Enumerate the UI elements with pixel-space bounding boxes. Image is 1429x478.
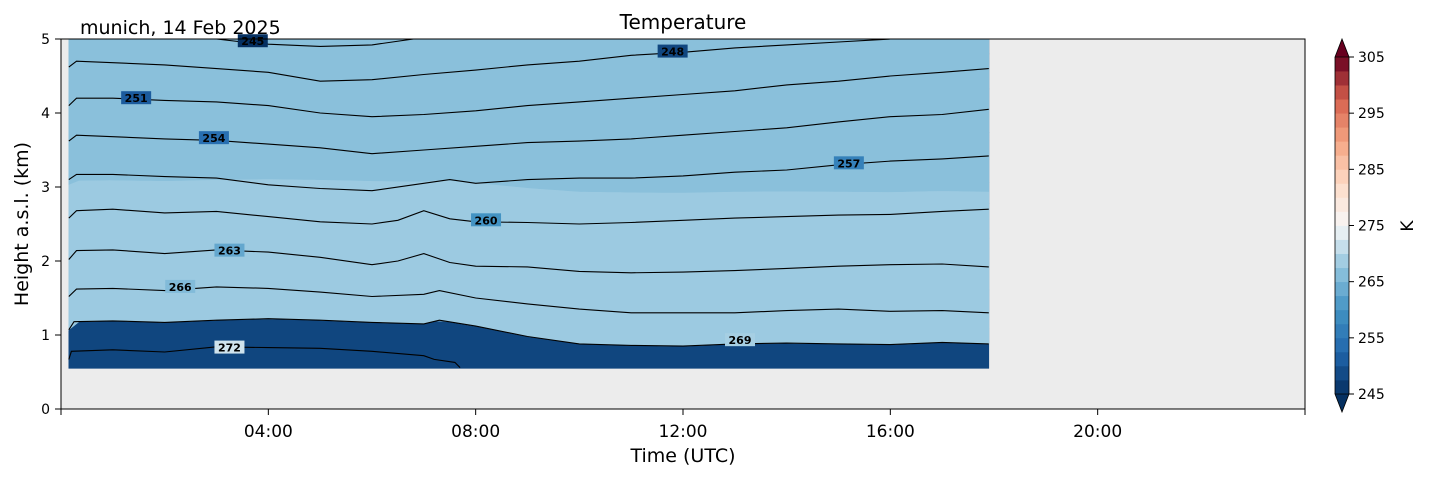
colorbar: 305 295 285 275 265 255 245 (1334, 37, 1385, 414)
colorbar-segment (1335, 365, 1349, 381)
contour-label-bg (237, 34, 268, 48)
y-tick-label: 0 (41, 402, 50, 418)
colorbar-segment (1335, 281, 1349, 297)
colorbar-tick-label: 245 (1358, 387, 1385, 403)
contour-label: 272 (218, 342, 241, 355)
contour-label: 254 (202, 132, 225, 145)
contour-line-254 (68, 108, 989, 155)
colorbar-tick-label: 265 (1358, 275, 1385, 291)
colorbar-segment (1335, 211, 1349, 226)
y-tick-label: 5 (41, 32, 50, 48)
contour-line-269 (68, 318, 989, 347)
contour-label-bg (165, 279, 196, 293)
colorbar-extend-max (1334, 37, 1350, 58)
contour-label: 257 (837, 157, 860, 170)
x-tick-label: 20:00 (1073, 422, 1122, 442)
colorbar-segment (1335, 295, 1349, 311)
contour-label-bg (214, 340, 245, 354)
contour-label: 266 (169, 281, 192, 294)
y-axis-label: Height a.s.l. (km) (11, 142, 33, 306)
colorbar-extend-min (1334, 393, 1350, 414)
colorbar-segment (1335, 113, 1349, 128)
colorbar-segment (1335, 253, 1349, 269)
x-axis: 04:00 08:00 12:00 16:00 20:00 (60, 409, 1306, 442)
y-axis: 0 1 2 3 4 5 (41, 32, 61, 418)
colorbar-segment (1335, 71, 1349, 86)
x-tick-label: 08:00 (451, 422, 500, 442)
contour-label: 251 (125, 92, 148, 105)
y-tick-label: 2 (41, 254, 50, 270)
contour-line-257 (68, 155, 989, 192)
contour-label: 263 (218, 245, 241, 258)
contour-line-251 (68, 68, 989, 118)
x-tick-label: 16:00 (866, 422, 915, 442)
colorbar-tick-label: 295 (1358, 106, 1385, 122)
contour-label-bg (471, 213, 502, 227)
colorbar-segment (1335, 85, 1349, 100)
y-tick-label: 3 (41, 180, 50, 196)
contour-label-bg (657, 44, 688, 58)
colorbar-segment (1335, 379, 1349, 395)
contour-line-248 (68, 39, 891, 82)
x-axis-label: Time (UTC) (629, 445, 735, 467)
chart-subtitle: munich, 14 Feb 2025 (80, 17, 281, 39)
colorbar-segment (1335, 197, 1349, 212)
contour-line-272 (68, 346, 461, 368)
chart-title: Temperature (619, 10, 747, 34)
colorbar-segment (1335, 309, 1349, 325)
colorbar-label: K (1398, 220, 1418, 232)
contour-label: 245 (241, 35, 264, 48)
contour-label-bg (121, 91, 152, 105)
colorbar-segment (1335, 169, 1349, 184)
x-tick-label: 12:00 (659, 422, 708, 442)
colorbar-segment (1335, 267, 1349, 283)
colorbar-segment (1335, 239, 1349, 254)
colorbar-segment (1335, 323, 1349, 339)
colorbar-tick-label: 255 (1358, 331, 1385, 347)
colorbar-tick-label: 285 (1358, 162, 1385, 178)
colorbar-segment (1335, 351, 1349, 367)
contour-line-263 (68, 249, 989, 274)
temperature-field (68, 39, 990, 369)
colorbar-segment (1335, 337, 1349, 353)
contour-line-260 (68, 208, 989, 225)
contour-label-bg (214, 243, 245, 257)
contour-label-bg (198, 131, 229, 145)
contour-label-bg (833, 156, 864, 170)
contour-label: 260 (475, 214, 498, 227)
colorbar-segment (1335, 127, 1349, 142)
colorbar-segment (1335, 225, 1349, 240)
colorbar-tick-label: 275 (1358, 219, 1385, 235)
colorbar-segment (1335, 57, 1349, 72)
colorbar-segment (1335, 155, 1349, 170)
contour-label-bg (725, 333, 756, 347)
colorbar-segment (1335, 99, 1349, 114)
x-tick-label: 04:00 (244, 422, 293, 442)
contour-lines (68, 39, 989, 368)
colorbar-tick-label: 305 (1358, 50, 1385, 66)
y-tick-label: 1 (41, 328, 50, 344)
contour-labels: 245 248 251 254 257 260 263 266 269 272 (121, 34, 864, 355)
colorbar-segment (1335, 183, 1349, 198)
contour-label: 269 (729, 334, 752, 347)
contour-label: 248 (661, 46, 684, 59)
y-tick-label: 4 (41, 106, 50, 122)
colorbar-segment (1335, 141, 1349, 156)
